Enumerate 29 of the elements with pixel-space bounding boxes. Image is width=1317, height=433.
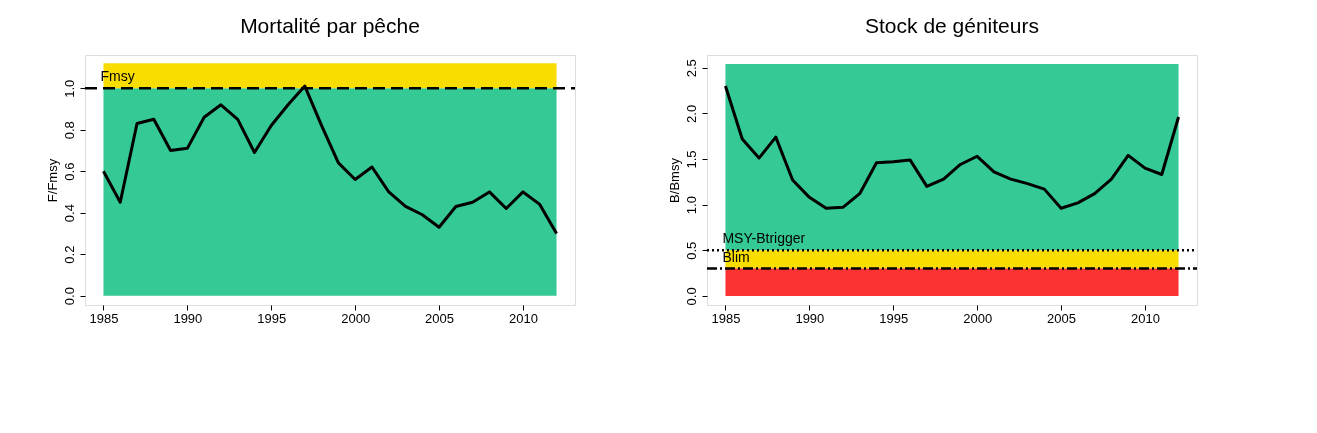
x-tick-label: 2000	[963, 310, 993, 326]
x-tick-label: 2000	[341, 310, 371, 326]
y-axis-title: B/Bmsy	[666, 157, 682, 203]
y-tick-label: 2.5	[683, 59, 699, 78]
y-tick-label: 0.5	[683, 241, 699, 260]
y-tick-label: 0.0	[683, 287, 699, 306]
y-tick-label: 0.6	[61, 162, 77, 181]
x-tick-label: 1985	[89, 310, 119, 326]
chart-title: Stock de géniteurs	[865, 14, 1039, 37]
y-tick-label: 0.4	[61, 204, 77, 223]
line-series	[723, 84, 1181, 210]
y-tick-label: 1.0	[61, 79, 77, 98]
y-tick-label: 0.8	[61, 121, 77, 140]
x-tick-label: 1985	[711, 310, 741, 326]
chart-title: Mortalité par pêche	[240, 14, 420, 37]
y-axis-title: F/Fmsy	[44, 158, 60, 203]
x-tick-label: 1990	[795, 310, 825, 326]
x-tick-label: 2005	[425, 310, 455, 326]
y-tick-label: 0.0	[61, 287, 77, 306]
x-tick-label: 2005	[1047, 310, 1077, 326]
y-tick-label: 2.0	[683, 104, 699, 123]
x-tick-label: 1995	[879, 310, 909, 326]
x-tick-label: 1990	[173, 310, 203, 326]
y-tick-label: 0.2	[61, 245, 77, 264]
x-tick-label: 2010	[1131, 310, 1160, 326]
x-tick-label: 1995	[257, 310, 287, 326]
y-tick-label: 1.5	[683, 150, 699, 169]
x-tick-label: 2010	[509, 310, 538, 326]
y-tick-label: 1.0	[683, 196, 699, 215]
